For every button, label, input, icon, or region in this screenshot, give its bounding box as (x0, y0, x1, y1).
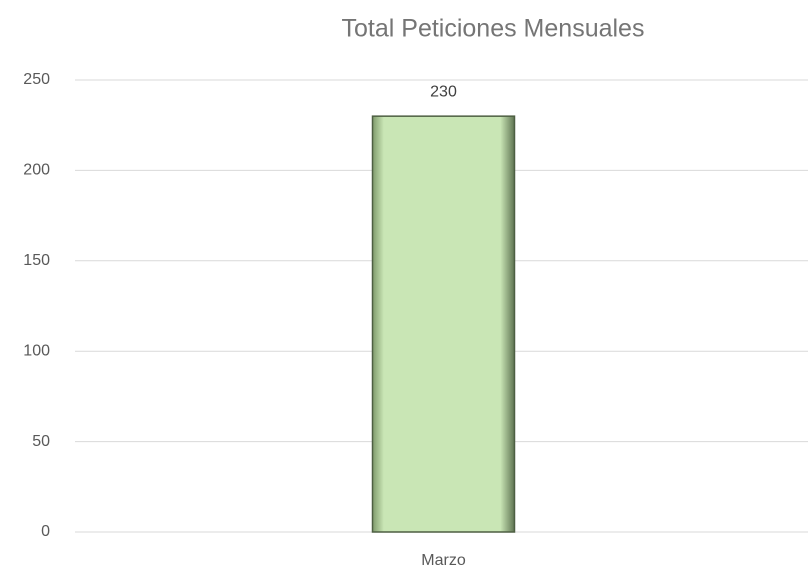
y-tick-label: 250 (23, 71, 50, 88)
x-tick-label: Marzo (421, 552, 466, 569)
data-label: 230 (430, 83, 457, 100)
y-tick-label: 200 (23, 162, 50, 179)
y-tick-label: 50 (32, 433, 50, 450)
bar (371, 115, 516, 533)
chart-title: Total Peticiones Mensuales (342, 15, 645, 43)
y-tick-label: 100 (23, 342, 50, 359)
y-tick-label: 0 (41, 523, 50, 540)
y-tick-label: 150 (23, 252, 50, 269)
